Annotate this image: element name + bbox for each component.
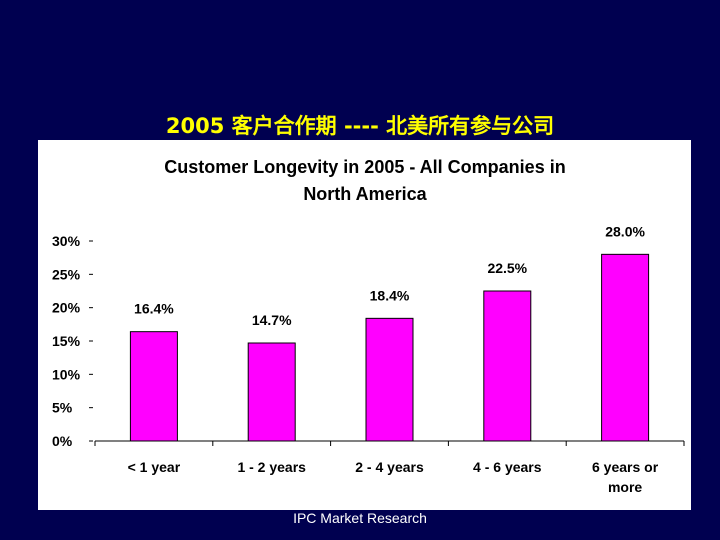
x-category-label: 2 - 4 years (355, 459, 424, 475)
bar-chart: Customer Longevity in 2005 - All Compani… (52, 157, 685, 495)
data-label: 22.5% (487, 260, 527, 276)
footer-source: IPC Market Research (293, 510, 427, 526)
bar (365, 317, 414, 442)
y-tick-label: 10% (52, 366, 81, 382)
y-tick-label: 5% (52, 400, 73, 416)
y-tick-label: 20% (52, 300, 81, 316)
data-label: 18.4% (370, 287, 410, 303)
slide-title: 2005 客户合作期 ---- 北美所有参与公司 (165, 114, 555, 138)
bar (247, 342, 296, 442)
bar (483, 290, 532, 442)
data-label: 28.0% (605, 223, 645, 239)
y-tick-label: 0% (52, 433, 73, 449)
y-tick-label: 15% (52, 333, 81, 349)
bar (129, 331, 178, 442)
bar (601, 253, 650, 442)
x-category-label: 6 years or (592, 459, 659, 475)
y-tick-label: 30% (52, 233, 81, 249)
data-label: 14.7% (252, 312, 292, 328)
chart-panel: Customer Longevity in 2005 - All Compani… (38, 140, 691, 510)
x-category-label: 4 - 6 years (473, 459, 542, 475)
chart-title-line: North America (303, 184, 427, 204)
x-category-label: more (608, 479, 642, 495)
data-label: 16.4% (134, 301, 174, 317)
x-category-label: 1 - 2 years (237, 459, 306, 475)
x-category-label: < 1 year (128, 459, 181, 475)
y-tick-label: 25% (52, 266, 81, 282)
chart-title-line: Customer Longevity in 2005 - All Compani… (164, 157, 565, 177)
